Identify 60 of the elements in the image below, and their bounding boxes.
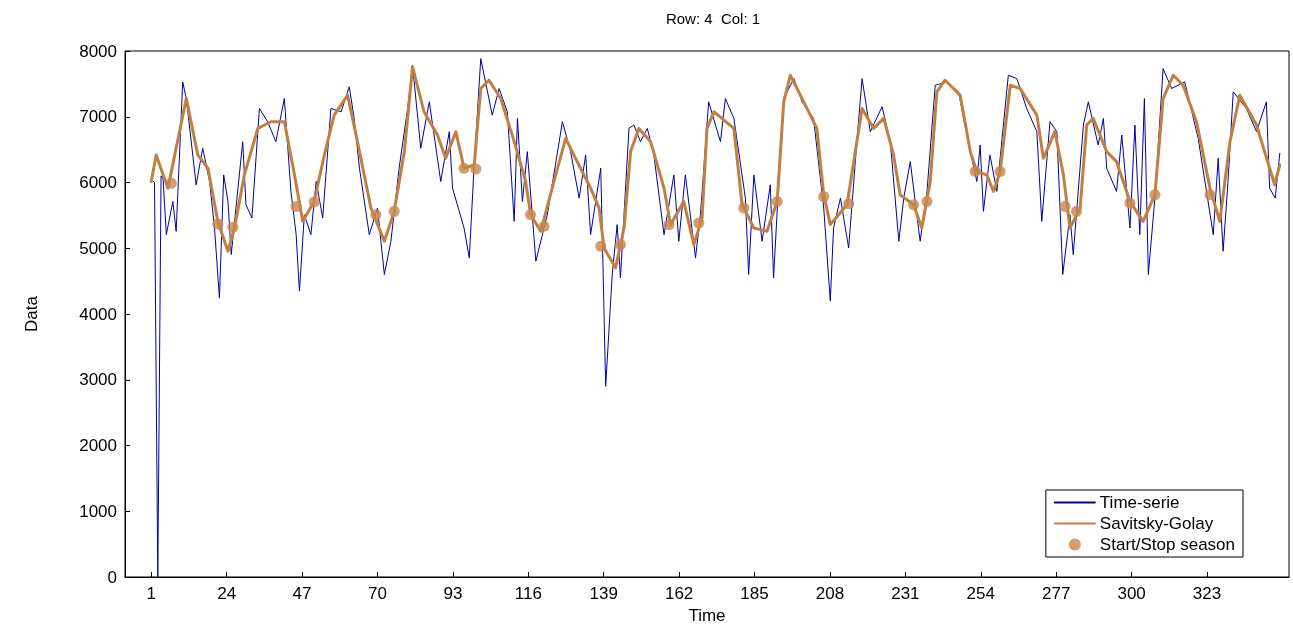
point <box>614 239 626 251</box>
chart-title: Row: 4 Col: 1 <box>665 10 761 27</box>
point <box>908 199 920 211</box>
line-series <box>150 58 1281 578</box>
point <box>693 217 705 229</box>
point <box>525 209 537 221</box>
x-tick-label: 47 <box>292 584 312 603</box>
point <box>1204 189 1216 201</box>
y-tick-label: 4000 <box>79 304 117 324</box>
point <box>538 220 550 232</box>
point <box>738 202 750 214</box>
x-tick-label: 254 <box>966 584 995 603</box>
y-tick-label: 5000 <box>79 238 117 258</box>
x-tick-label: 231 <box>891 584 920 603</box>
x-tick-label: 323 <box>1192 584 1222 603</box>
x-tick-label: 277 <box>1042 584 1071 603</box>
point <box>969 166 981 178</box>
y-tick-label: 8000 <box>79 41 117 61</box>
y-tick-label: 2000 <box>79 436 117 455</box>
point <box>1059 200 1071 212</box>
x-tick-label: 116 <box>514 584 542 603</box>
y-tick-label: 0 <box>107 567 117 587</box>
line-series <box>149 65 1282 270</box>
point <box>388 205 400 217</box>
x-axis-title: Time <box>688 605 726 625</box>
point <box>843 198 855 210</box>
point <box>370 209 382 221</box>
y-axis-title: Data <box>22 295 41 332</box>
point <box>458 162 470 174</box>
y-tick-label: 7000 <box>79 107 117 127</box>
x-tick-label: 24 <box>217 584 237 603</box>
point <box>595 240 607 252</box>
legend-label: Start/Stop season <box>1099 535 1235 554</box>
point <box>470 163 482 175</box>
point <box>818 190 830 202</box>
x-tick-label: 1 <box>146 584 156 603</box>
point <box>1124 197 1136 209</box>
y-tick-label: 1000 <box>79 501 117 521</box>
point <box>212 218 224 230</box>
x-tick-label: 93 <box>443 584 463 603</box>
x-tick-label: 185 <box>740 584 769 603</box>
y-tick-label: 6000 <box>79 173 117 192</box>
legend-label: Time-serie <box>1099 493 1180 512</box>
x-tick-label: 70 <box>368 584 387 603</box>
point <box>771 195 783 207</box>
point <box>165 177 177 189</box>
x-tick-label: 208 <box>815 584 845 603</box>
point <box>921 195 933 207</box>
x-tick-label: 300 <box>1117 584 1146 603</box>
point <box>1071 205 1083 217</box>
point <box>227 221 239 233</box>
point <box>308 196 320 208</box>
legend-label: Savitsky-Golay <box>1099 514 1214 533</box>
point <box>1149 189 1161 201</box>
point <box>994 166 1006 178</box>
point <box>290 200 302 212</box>
point <box>663 219 675 231</box>
y-tick-label: 3000 <box>79 370 117 390</box>
x-tick-label: 162 <box>664 584 694 603</box>
x-tick-label: 139 <box>589 584 618 603</box>
